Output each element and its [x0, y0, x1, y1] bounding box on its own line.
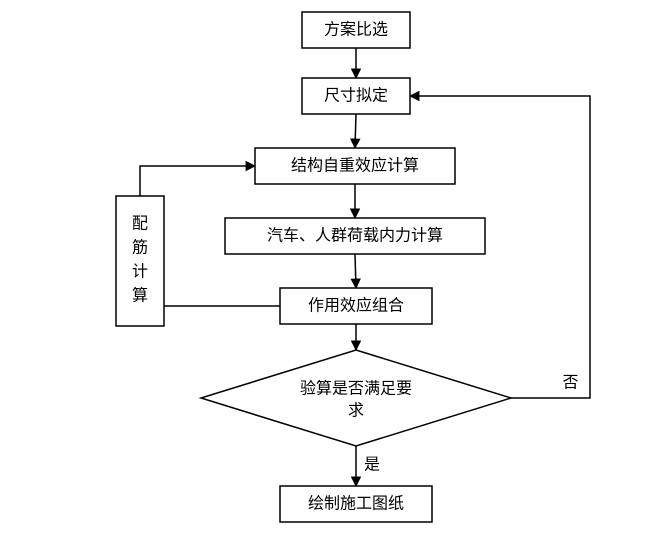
edge-n8-n3 — [140, 166, 255, 196]
edge-label-no: 否 — [562, 375, 578, 392]
node-label-n1: 方案比选 — [324, 21, 388, 39]
node-n6 — [201, 350, 511, 446]
edge-label-yes: 是 — [364, 457, 380, 474]
node-label-n4: 汽车、人群荷载内力计算 — [267, 226, 443, 245]
node-label-n8-0: 配 — [132, 215, 148, 233]
node-label-n7: 绘制施工图纸 — [308, 495, 404, 513]
node-label-n5: 作用效应组合 — [308, 296, 404, 315]
edge-n2-n3 — [355, 114, 356, 148]
node-label-n2: 尺寸拟定 — [324, 87, 388, 105]
node-label-n8-3: 算 — [132, 286, 148, 305]
node-label-n8-2: 计 — [132, 263, 148, 281]
node-label-n3: 结构自重效应计算 — [291, 156, 419, 175]
node-label-n6-1: 验算是否满足要 — [300, 379, 412, 398]
node-label-n6-2: 求 — [348, 402, 364, 420]
edge-n4-n5 — [355, 254, 356, 288]
node-label-n8-1: 筋 — [132, 239, 148, 257]
